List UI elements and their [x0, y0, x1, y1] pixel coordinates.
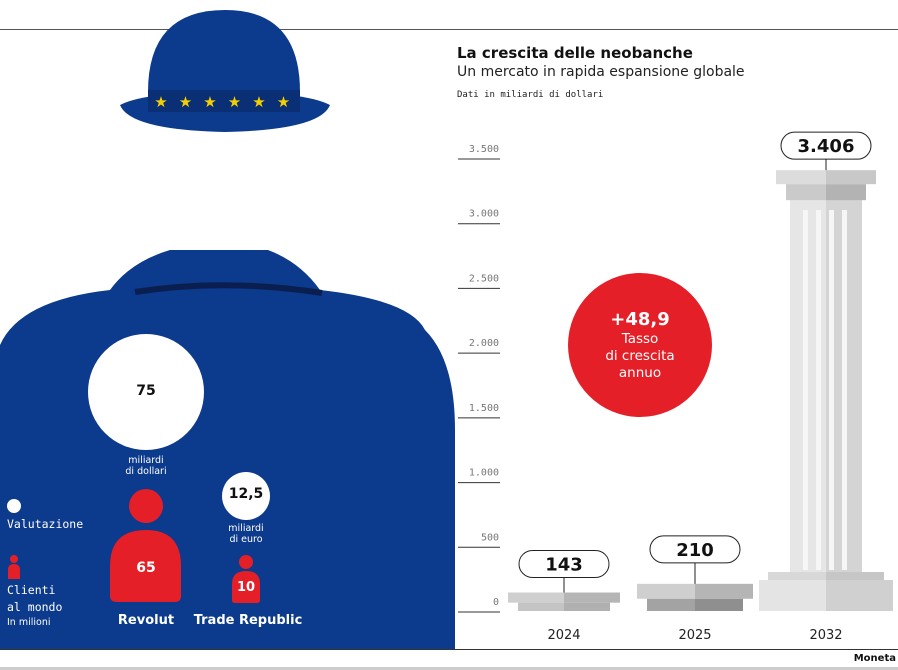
valuation-legend-icon — [7, 499, 21, 513]
clients-legend-icon — [8, 555, 20, 579]
y-tick-label: 3.500 — [469, 144, 499, 155]
growth-value: +48,9 — [610, 309, 670, 330]
column-plinth-right — [826, 572, 884, 580]
revolut-valuation-unit: miliardi di dollari — [106, 455, 186, 477]
y-tick-label: 1.000 — [469, 468, 499, 479]
hat-icon — [120, 10, 330, 132]
star-icon: ★ — [203, 93, 216, 111]
column-capital-left — [776, 170, 826, 185]
x-tick-label: 2024 — [547, 628, 580, 643]
jacket-collar — [134, 282, 323, 296]
value-label: 210 — [676, 540, 714, 561]
star-icon: ★ — [179, 93, 192, 111]
bottom-rule — [0, 649, 898, 650]
pedestal-bottom-right — [564, 602, 610, 611]
chart-subtitle: Un mercato in rapida espansione globale — [457, 64, 745, 80]
star-icon: ★ — [277, 93, 290, 111]
tr-name: Trade Republic — [193, 613, 303, 628]
unit-note: Dati in miliardi di dollari — [457, 90, 604, 100]
column-2024: 143 2024 — [508, 549, 620, 643]
x-tick-label: 2025 — [678, 628, 711, 643]
revolut-name: Revolut — [117, 613, 175, 628]
value-label-pill — [649, 535, 741, 564]
column-base-right — [826, 580, 893, 611]
revolut-valuation: 75 — [136, 383, 156, 399]
unit-line: di dollari — [125, 466, 167, 477]
pedestal-bottom-right — [695, 598, 743, 611]
pedestal-top-left — [637, 583, 695, 599]
tr-valuation: 12,5 — [228, 486, 264, 502]
pedestal-top-right — [695, 583, 753, 599]
column-flute — [842, 210, 847, 570]
pedestal-bottom-left — [647, 598, 695, 611]
y-axis: 0 500 1.000 1.500 2.000 2.500 3.000 3.500 — [458, 144, 500, 613]
y-tick-label: 2.000 — [469, 338, 499, 349]
pedestal-top-left — [508, 592, 564, 603]
column-flute — [829, 210, 834, 570]
revolut-clients: 65 — [136, 560, 156, 576]
growth-line: annuo — [618, 365, 662, 381]
legend-valuation: Valutazione — [7, 517, 84, 531]
revolut-valuation-circle — [88, 334, 204, 450]
credit: Moneta — [853, 653, 896, 664]
column-2025: 210 2025 — [637, 535, 753, 643]
column-flute — [816, 210, 821, 570]
column-flute — [803, 210, 808, 570]
y-tick-label: 3.000 — [469, 209, 499, 220]
pedestal-top-right — [564, 592, 620, 603]
star-icon: ★ — [228, 93, 241, 111]
column-2032: 3.406 2032 — [759, 131, 893, 643]
column-echinus-left — [786, 184, 826, 201]
revolut-clients-person-icon — [110, 489, 181, 602]
top-rule — [0, 29, 898, 30]
y-tick-label: 2.500 — [469, 273, 499, 284]
tr-valuation-circle — [222, 472, 270, 520]
tr-valuation-unit: miliardi di euro — [206, 523, 286, 545]
unit-line: miliardi — [128, 455, 164, 466]
tr-clients: 10 — [236, 580, 256, 595]
column-echinus-right — [826, 184, 866, 201]
legend-clients-2: al mondo — [7, 600, 63, 614]
column-capital-right — [826, 170, 876, 185]
footer-bar — [0, 667, 898, 670]
growth-rate-circle — [568, 273, 712, 417]
star-icon: ★ — [252, 93, 265, 111]
growth-line: Tasso — [621, 331, 659, 347]
column-base-left — [759, 580, 826, 611]
value-label: 3.406 — [798, 136, 855, 157]
y-tick-label: 0 — [493, 597, 499, 608]
value-label-pill — [518, 549, 610, 578]
value-label-pill — [780, 131, 872, 160]
legend-clients-1: Clienti — [7, 583, 56, 597]
star-icon: ★ — [154, 93, 167, 111]
value-label: 143 — [545, 554, 583, 575]
y-tick-label: 500 — [481, 532, 499, 543]
y-tick-label: 1.500 — [469, 403, 499, 414]
pedestal-bottom-left — [518, 602, 564, 611]
unit-line: di euro — [229, 534, 263, 545]
growth-label: Tasso di crescita annuo — [568, 331, 712, 382]
growth-line: di crescita — [605, 348, 675, 364]
tr-clients-person-icon — [232, 555, 260, 603]
unit-line: miliardi — [228, 523, 264, 534]
legend-clients-unit: In milioni — [7, 617, 51, 628]
column-plinth-left — [768, 572, 826, 580]
eu-stars: ★ ★ ★ ★ ★ ★ — [154, 93, 290, 111]
x-tick-label: 2032 — [809, 628, 842, 643]
columns: 143 2024 210 2025 3.406 2032 — [508, 131, 893, 643]
chart-title: La crescita delle neobanche — [457, 44, 693, 62]
